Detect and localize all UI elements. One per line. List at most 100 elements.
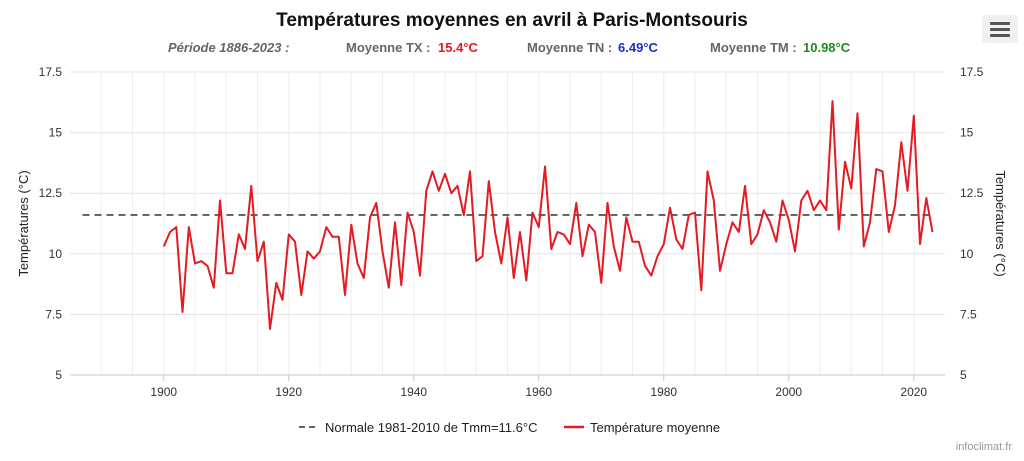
data-point[interactable] (580, 254, 585, 259)
data-point[interactable] (286, 232, 291, 237)
data-point[interactable] (161, 244, 166, 249)
data-point[interactable] (930, 229, 935, 234)
data-point[interactable] (693, 210, 698, 215)
data-point[interactable] (343, 293, 348, 298)
data-point[interactable] (736, 229, 741, 234)
data-point[interactable] (911, 113, 916, 118)
data-point[interactable] (755, 232, 760, 237)
data-point[interactable] (405, 210, 410, 215)
data-point[interactable] (230, 271, 235, 276)
data-point[interactable] (436, 188, 441, 193)
data-point[interactable] (530, 210, 535, 215)
data-point[interactable] (630, 239, 635, 244)
data-point[interactable] (893, 203, 898, 208)
data-point[interactable] (474, 259, 479, 264)
data-point[interactable] (649, 273, 654, 278)
data-point[interactable] (511, 276, 516, 281)
data-point[interactable] (311, 256, 316, 261)
data-point[interactable] (643, 263, 648, 268)
data-point[interactable] (411, 229, 416, 234)
data-point[interactable] (861, 244, 866, 249)
data-point[interactable] (849, 186, 854, 191)
data-point[interactable] (599, 280, 604, 285)
data-point[interactable] (424, 188, 429, 193)
data-point[interactable] (418, 273, 423, 278)
data-point[interactable] (824, 208, 829, 213)
data-point[interactable] (768, 220, 773, 225)
data-point[interactable] (349, 222, 354, 227)
data-point[interactable] (724, 242, 729, 247)
data-point[interactable] (324, 225, 329, 230)
data-point[interactable] (568, 242, 573, 247)
data-point[interactable] (449, 191, 454, 196)
data-point[interactable] (199, 259, 204, 264)
data-point[interactable] (218, 198, 223, 203)
data-point[interactable] (855, 111, 860, 116)
data-point[interactable] (868, 220, 873, 225)
data-point[interactable] (368, 215, 373, 220)
data-point[interactable] (555, 229, 560, 234)
data-point[interactable] (586, 222, 591, 227)
data-point[interactable] (268, 326, 273, 331)
data-point[interactable] (193, 261, 198, 266)
data-point[interactable] (780, 198, 785, 203)
data-point[interactable] (749, 242, 754, 247)
data-point[interactable] (786, 217, 791, 222)
data-point[interactable] (605, 200, 610, 205)
data-point[interactable] (886, 229, 891, 234)
hamburger-menu-icon[interactable] (982, 15, 1018, 43)
data-point[interactable] (224, 271, 229, 276)
data-point[interactable] (805, 188, 810, 193)
data-point[interactable] (174, 225, 179, 230)
data-point[interactable] (818, 198, 823, 203)
data-point[interactable] (430, 169, 435, 174)
data-point[interactable] (205, 263, 210, 268)
data-point[interactable] (593, 229, 598, 234)
data-point[interactable] (718, 268, 723, 273)
data-point[interactable] (386, 285, 391, 290)
data-point[interactable] (443, 171, 448, 176)
data-point[interactable] (811, 208, 816, 213)
data-point[interactable] (880, 169, 885, 174)
data-point[interactable] (480, 254, 485, 259)
data-point[interactable] (280, 297, 285, 302)
data-point[interactable] (168, 229, 173, 234)
data-point[interactable] (636, 239, 641, 244)
data-point[interactable] (899, 140, 904, 145)
data-point[interactable] (293, 239, 298, 244)
data-point[interactable] (705, 169, 710, 174)
data-point[interactable] (730, 220, 735, 225)
data-point[interactable] (799, 198, 804, 203)
data-point[interactable] (461, 213, 466, 218)
data-point[interactable] (661, 242, 666, 247)
data-point[interactable] (543, 164, 548, 169)
data-point[interactable] (468, 169, 473, 174)
data-point[interactable] (561, 232, 566, 237)
data-point[interactable] (743, 183, 748, 188)
data-point[interactable] (574, 200, 579, 205)
data-point[interactable] (536, 225, 541, 230)
data-point[interactable] (624, 215, 629, 220)
data-point[interactable] (524, 278, 529, 283)
data-point[interactable] (505, 215, 510, 220)
data-point[interactable] (655, 254, 660, 259)
data-point[interactable] (918, 242, 923, 247)
data-point[interactable] (793, 249, 798, 254)
data-point[interactable] (274, 280, 279, 285)
data-point[interactable] (255, 259, 260, 264)
data-point[interactable] (180, 309, 185, 314)
data-point[interactable] (243, 246, 248, 251)
legend-reference-label[interactable]: Normale 1981-2010 de Tmm=11.6°C (325, 420, 537, 435)
data-point[interactable] (380, 249, 385, 254)
data-point[interactable] (668, 205, 673, 210)
data-point[interactable] (261, 239, 266, 244)
data-point[interactable] (874, 166, 879, 171)
data-point[interactable] (374, 200, 379, 205)
data-point[interactable] (211, 285, 216, 290)
data-point[interactable] (361, 276, 366, 281)
data-point[interactable] (699, 288, 704, 293)
data-point[interactable] (355, 261, 360, 266)
data-point[interactable] (455, 183, 460, 188)
data-point[interactable] (774, 239, 779, 244)
data-point[interactable] (493, 229, 498, 234)
